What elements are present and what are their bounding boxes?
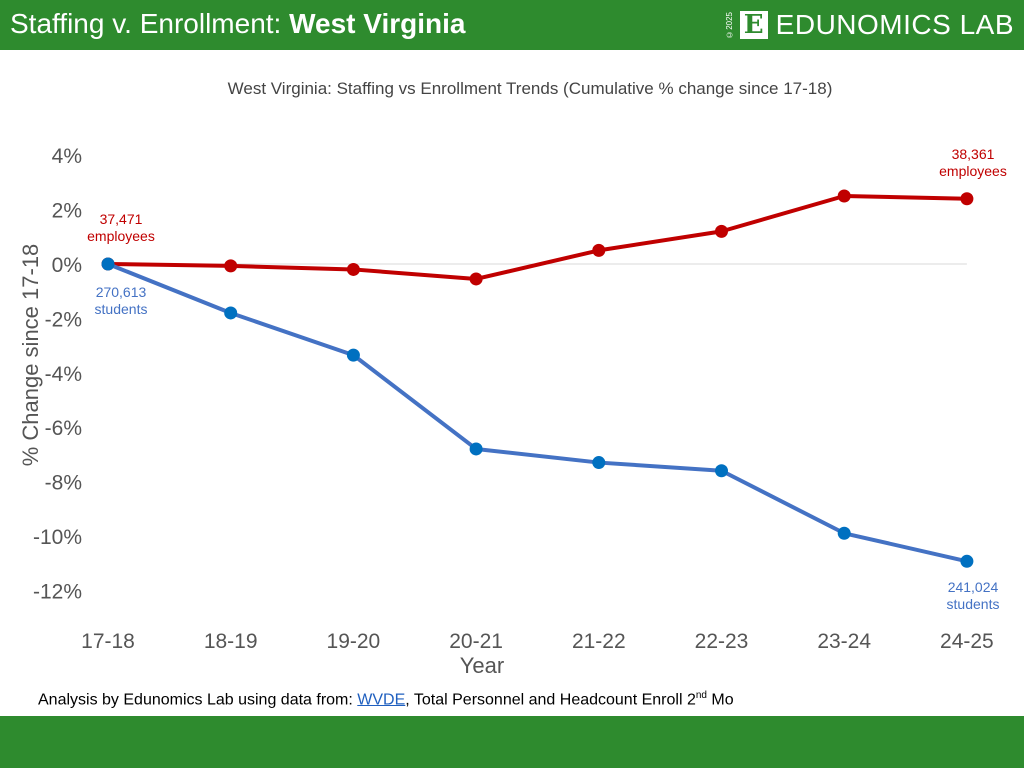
data-point-1 [837,526,851,540]
x-tick-label: 23-24 [817,630,871,653]
data-point-0 [837,189,851,203]
title-state: West Virginia [289,8,466,39]
source-prefix: Analysis by Edunomics Lab using data fro… [38,691,358,709]
red-start-label: 37,471 [100,211,143,227]
source-end: Mo [706,691,734,709]
data-point-1 [592,456,606,470]
y-tick-label: -4% [45,363,82,386]
red-end-label: 38,361 [952,146,995,162]
x-tick-label: 19-20 [327,630,381,653]
x-tick-label: 24-25 [940,630,994,653]
y-tick-label: 2% [52,200,82,223]
series-line-1 [107,262,968,564]
y-axis-label: % Change since 17-18 [18,244,43,467]
y-tick-label: -12% [33,580,82,603]
blue-end-label: 241,024 [948,579,999,595]
edunomics-logo: ©2025 E EDUNOMICS LAB [725,6,1014,44]
page-title: Staffing v. Enrollment: West Virginia [10,8,465,40]
blue-start-label: students [95,301,148,317]
y-tick-label: -10% [33,526,82,549]
logo-mark-icon: E [739,10,768,40]
x-axis-label: Year [460,653,504,678]
series-line-0 [107,194,967,281]
y-tick-label: 0% [52,254,82,277]
data-point-0 [224,259,238,273]
source-suffix: , Total Personnel and Headcount Enroll 2 [405,691,696,709]
data-point-1 [224,306,238,320]
red-end-label: employees [939,163,1007,179]
y-tick-label: 4% [52,145,82,168]
x-tick-label: 22-23 [695,630,749,653]
x-tick-label: 18-19 [204,630,258,653]
data-point-1 [346,348,360,362]
data-point-0 [960,192,974,206]
data-point-1 [960,554,974,568]
data-point-1 [469,442,483,456]
data-point-0 [592,243,606,257]
title-prefix: Staffing v. Enrollment: [10,8,290,39]
data-point-1 [101,257,115,271]
data-point-0 [469,272,483,286]
y-tick-label: -8% [45,472,82,495]
x-tick-label: 20-21 [449,630,503,653]
red-start-label: employees [87,228,155,244]
wvde-link[interactable]: WVDE [357,691,406,709]
blue-end-label: students [947,596,1000,612]
data-point-0 [346,262,360,276]
y-tick-label: -6% [45,417,82,440]
blue-start-label: 270,613 [96,284,147,300]
header-bar: Staffing v. Enrollment: West Virginia ©2… [0,0,1024,50]
x-tick-label: 21-22 [572,630,626,653]
data-point-1 [715,464,728,478]
data-point-0 [715,224,728,238]
x-tick-label: 17-18 [81,630,135,653]
logo-text: EDUNOMICS LAB [775,9,1014,40]
source-note: Analysis by Edunomics Lab using data fro… [38,690,734,709]
chart-title: West Virginia: Staffing vs Enrollment Tr… [228,79,833,98]
footer-bar [0,716,1024,768]
y-tick-label: -2% [45,308,82,331]
source-sup: nd [695,690,707,701]
